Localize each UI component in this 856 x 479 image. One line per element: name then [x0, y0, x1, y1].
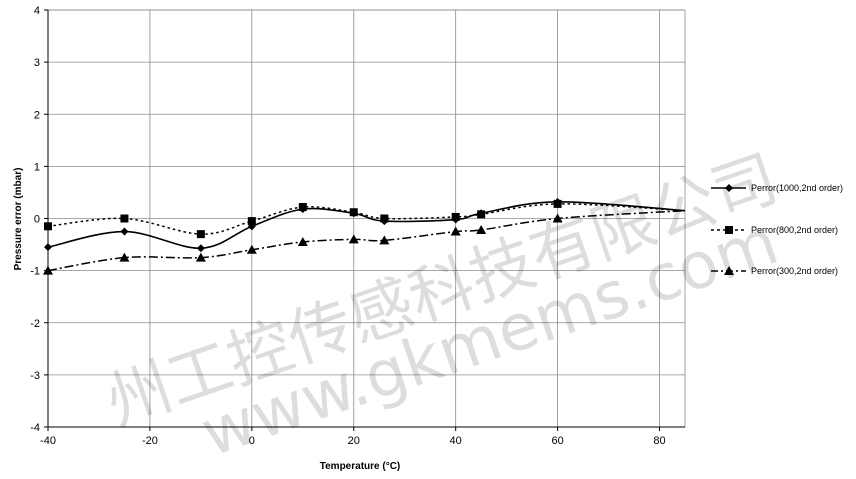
square-point [451, 212, 460, 221]
y-tick-label: 0 [34, 214, 40, 226]
series-line [47, 209, 686, 272]
x-tick-label: 40 [450, 435, 462, 447]
square-point [120, 214, 129, 223]
legend-label: Perror(1000,2nd order) [751, 183, 843, 193]
legend-label: Perror(300,2nd order) [751, 266, 838, 276]
triangle-point [450, 226, 461, 236]
square-point [477, 210, 486, 219]
legend-label: Perror(800,2nd order) [751, 225, 838, 235]
y-tick-label: 2 [34, 109, 40, 121]
x-axis-ticks: -40 -20 0 20 40 60 80 [40, 427, 666, 447]
legend-diamond-marker [725, 184, 733, 192]
x-tick-label: -20 [142, 435, 158, 447]
diamond-point [120, 227, 129, 236]
watermark: 州工控传感科技有限公司 www.gkmems.com [97, 142, 787, 472]
x-tick-label: 80 [653, 435, 665, 447]
y-tick-label: -3 [30, 370, 40, 382]
triangle-point [246, 244, 257, 254]
legend: Perror(1000,2nd order) Perror(800,2nd ord… [711, 183, 843, 276]
square-point [380, 214, 389, 223]
triangle-point [552, 213, 563, 223]
x-tick-label: 0 [249, 435, 255, 447]
y-tick-label: 4 [34, 5, 40, 17]
diamond-point [44, 243, 52, 252]
series-triangle [43, 209, 686, 275]
y-axis-ticks: 4 3 2 1 0 -1 -2 -3 -4 [30, 5, 48, 434]
legend-square-marker [725, 226, 733, 234]
y-axis-label: Pressure error (mbar) [13, 168, 24, 271]
series-square [44, 199, 686, 239]
x-tick-label: 20 [348, 435, 360, 447]
square-point [298, 203, 307, 212]
diamond-point [196, 244, 205, 253]
triangle-point [379, 235, 390, 245]
y-tick-label: 1 [34, 161, 40, 173]
x-axis-label: Temperature (°C) [320, 461, 401, 472]
triangle-point [195, 252, 206, 262]
triangle-point [119, 252, 130, 262]
y-tick-label: 3 [34, 57, 40, 69]
x-tick-label: 60 [551, 435, 563, 447]
triangle-point [476, 224, 487, 234]
x-tick-label: -40 [40, 435, 56, 447]
y-tick-label: -2 [30, 318, 40, 330]
y-tick-label: -1 [30, 266, 40, 278]
triangle-point [348, 234, 359, 244]
y-tick-label: -4 [30, 422, 40, 434]
square-point [553, 199, 562, 208]
square-point [247, 217, 256, 226]
square-point [44, 222, 52, 231]
square-point [349, 208, 358, 217]
triangle-point [43, 265, 53, 275]
triangle-point [297, 236, 308, 246]
legend-triangle-marker [724, 266, 734, 275]
square-point [196, 230, 205, 239]
series-group [43, 197, 686, 275]
